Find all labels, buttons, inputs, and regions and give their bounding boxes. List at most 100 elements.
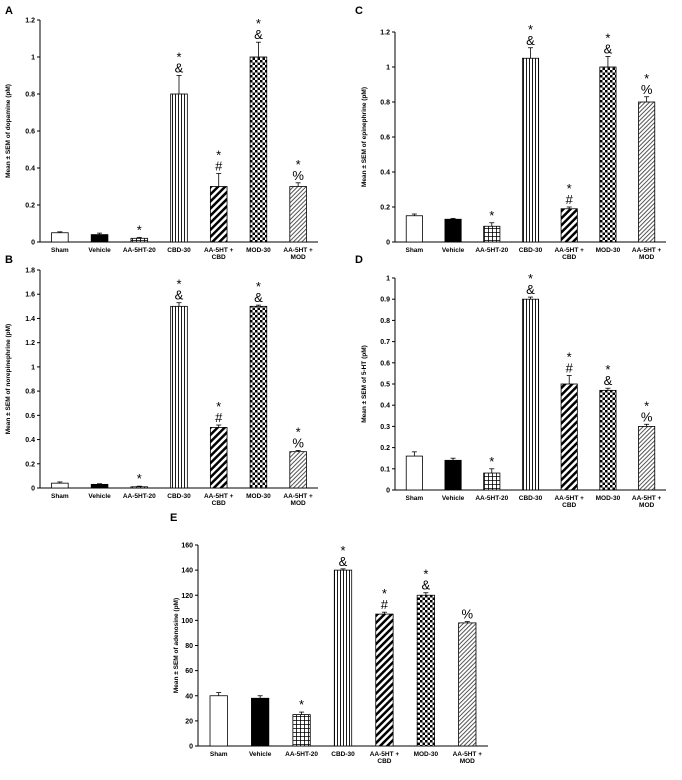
x-category-label: AA-5HT + — [204, 493, 234, 500]
y-tick-label: 60 — [185, 668, 193, 675]
bar — [483, 225, 501, 243]
bar — [405, 455, 423, 491]
bar — [638, 101, 656, 243]
bar — [209, 186, 228, 243]
bar — [599, 66, 617, 243]
y-tick-label: 0.2 — [25, 203, 35, 210]
significance-mark: # — [566, 192, 574, 207]
y-tick-label: 1 — [386, 65, 390, 72]
y-tick-label: 0.7 — [380, 339, 390, 346]
significance-mark: # — [381, 597, 389, 612]
x-category-label: AA-5HT + — [554, 495, 584, 502]
significance-mark: * — [176, 277, 181, 292]
significance-mark: * — [137, 222, 142, 237]
y-tick-label: 40 — [185, 693, 193, 700]
x-category-label: Vehicle — [249, 751, 272, 758]
bar — [521, 57, 540, 243]
x-category-label: Vehicle — [88, 247, 111, 254]
panel-letter: B — [5, 254, 13, 266]
significance-mark: # — [566, 361, 574, 376]
significance-mark: * — [423, 567, 428, 582]
y-tick-label: 1.2 — [380, 30, 390, 37]
x-category-label: CBD-30 — [519, 495, 543, 502]
y-tick-label: 120 — [181, 593, 193, 600]
bar — [90, 234, 109, 243]
bar — [444, 218, 462, 243]
y-tick-label: 0.8 — [25, 92, 35, 99]
significance-mark: * — [644, 398, 649, 413]
x-category-label: AA-5HT + — [204, 247, 234, 254]
x-category-label: MOD-30 — [596, 495, 621, 502]
significance-mark: * — [605, 362, 610, 377]
x-category-label: AA-5HT-20 — [475, 495, 508, 502]
x-category-label: Sham — [210, 751, 228, 758]
bar — [130, 486, 149, 489]
y-tick-label: 1.2 — [25, 18, 35, 25]
bar — [444, 459, 462, 491]
significance-mark: & — [339, 554, 348, 569]
chart-panel-e: E 0 20 40 60 80 100 120 140 160 Mean ± SEM of aden… — [170, 512, 488, 765]
chart-panel-a: A 0 0.2 0.4 0.6 0.8 1 1.2 Mean ± SEM of dopamine… — [5, 5, 318, 261]
y-tick-label: 0.6 — [380, 360, 390, 367]
significance-mark: * — [340, 543, 345, 558]
bar — [130, 237, 149, 243]
y-tick-label: 0.8 — [25, 389, 35, 396]
significance-mark: * — [176, 50, 181, 65]
x-category-label: MOD — [639, 502, 654, 509]
y-tick-label: 0 — [31, 486, 35, 493]
significance-mark: * — [256, 16, 261, 31]
y-axis-title: Mean ± SEM of norepinephrine (pM) — [5, 324, 12, 434]
significance-mark: & — [254, 27, 263, 42]
y-tick-label: 0 — [386, 488, 390, 495]
x-category-label: CBD-30 — [167, 247, 191, 254]
x-category-label: MOD-30 — [596, 247, 621, 254]
x-category-label: CBD-30 — [331, 751, 355, 758]
chart-panel-c: C 0 0.2 0.4 0.6 0.8 1 1.2 Mean ± SEM of epinephr… — [355, 5, 666, 261]
x-category-label: CBD — [212, 254, 226, 261]
x-category-label: MOD — [639, 254, 654, 261]
y-tick-label: 100 — [181, 618, 193, 625]
significance-mark: * — [299, 697, 304, 712]
bar — [560, 383, 578, 491]
significance-mark: & — [422, 578, 431, 593]
y-tick-label: 1.8 — [25, 268, 35, 275]
significance-mark: * — [489, 454, 494, 469]
x-category-label: AA-5HT + — [632, 247, 662, 254]
y-tick-label: 0.6 — [25, 413, 35, 420]
y-tick-label: 1.4 — [25, 316, 35, 323]
bar — [209, 427, 228, 489]
x-category-label: Vehicle — [442, 495, 465, 502]
x-category-label: CBD — [212, 500, 226, 507]
y-tick-label: 1 — [31, 364, 35, 371]
significance-mark: * — [216, 148, 221, 163]
significance-mark: & — [175, 288, 184, 303]
x-category-label: AA-5HT + — [283, 247, 313, 254]
x-category-label: AA-5HT-20 — [475, 247, 508, 254]
y-tick-label: 1 — [31, 55, 35, 62]
y-tick-label: 80 — [185, 643, 193, 650]
y-tick-label: 0.8 — [380, 318, 390, 325]
y-tick-label: 0.6 — [25, 129, 35, 136]
panel-letter: A — [5, 5, 13, 17]
significance-mark: & — [526, 282, 535, 297]
y-tick-label: 0.6 — [380, 135, 390, 142]
y-tick-label: 0.1 — [380, 466, 390, 473]
significance-mark: * — [644, 71, 649, 86]
y-tick-label: 0.5 — [380, 382, 390, 389]
y-tick-label: 0.4 — [380, 170, 390, 177]
y-tick-label: 0.9 — [380, 297, 390, 304]
y-axis-title: Mean ± SEM of dopamine (pM) — [5, 84, 12, 178]
y-tick-label: 0.2 — [380, 205, 390, 212]
significance-mark: * — [137, 471, 142, 486]
y-tick-label: 0 — [189, 744, 193, 751]
y-tick-label: 0 — [31, 240, 35, 247]
x-category-label: MOD — [460, 758, 475, 765]
y-axis-title: Mean ± SEM of epinephrine (pM) — [361, 87, 368, 187]
bar — [599, 389, 617, 491]
y-tick-label: 140 — [181, 568, 193, 575]
bar — [292, 714, 311, 747]
bar — [170, 305, 188, 489]
bar — [249, 56, 268, 243]
panel-letter: E — [170, 512, 177, 524]
